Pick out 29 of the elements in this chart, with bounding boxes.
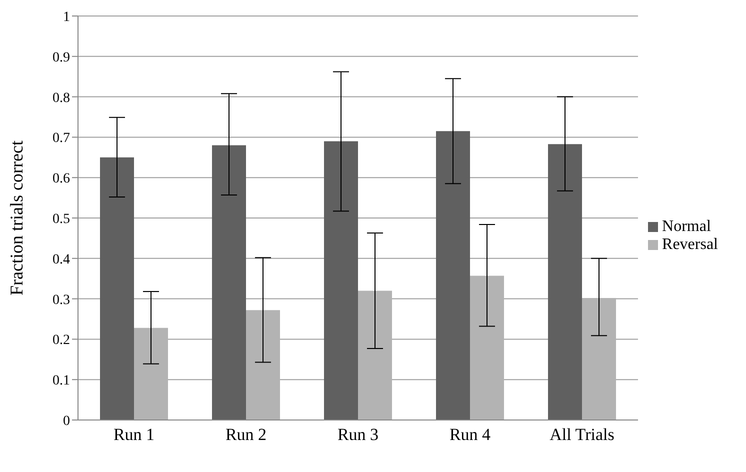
x-tick-label: Run 1 bbox=[113, 425, 155, 444]
y-axis-title: Fraction trials correct bbox=[6, 140, 26, 296]
bar bbox=[582, 298, 616, 420]
x-tick-label: All Trials bbox=[550, 425, 614, 444]
bar bbox=[246, 310, 280, 420]
bar bbox=[548, 144, 582, 420]
bar bbox=[436, 131, 470, 420]
x-tick-label: Run 4 bbox=[449, 425, 492, 444]
y-tick-label: 0.5 bbox=[52, 212, 70, 227]
bar bbox=[358, 290, 392, 420]
bar bbox=[100, 157, 134, 420]
y-tick-label: 0.7 bbox=[52, 131, 70, 146]
bar bbox=[212, 145, 246, 420]
y-tick-label: 0 bbox=[63, 414, 70, 429]
legend-label: Reversal bbox=[662, 236, 718, 253]
bar bbox=[470, 276, 504, 420]
y-tick-label: 0.8 bbox=[52, 90, 70, 106]
y-tick-label: 0.6 bbox=[52, 172, 70, 187]
x-tick-label: Run 2 bbox=[225, 425, 267, 444]
y-tick-label: 0.4 bbox=[52, 252, 70, 268]
y-tick-label: 0.2 bbox=[52, 333, 70, 348]
x-tick-label: Run 3 bbox=[337, 425, 379, 444]
y-tick-label: 0.1 bbox=[52, 374, 70, 389]
y-tick-label: 1 bbox=[63, 10, 70, 25]
bar bbox=[134, 328, 168, 420]
y-tick-label: 0.3 bbox=[52, 292, 70, 308]
y-tick-label: 0.9 bbox=[52, 50, 70, 66]
legend-label: Normal bbox=[662, 218, 711, 235]
bar bbox=[324, 141, 358, 420]
